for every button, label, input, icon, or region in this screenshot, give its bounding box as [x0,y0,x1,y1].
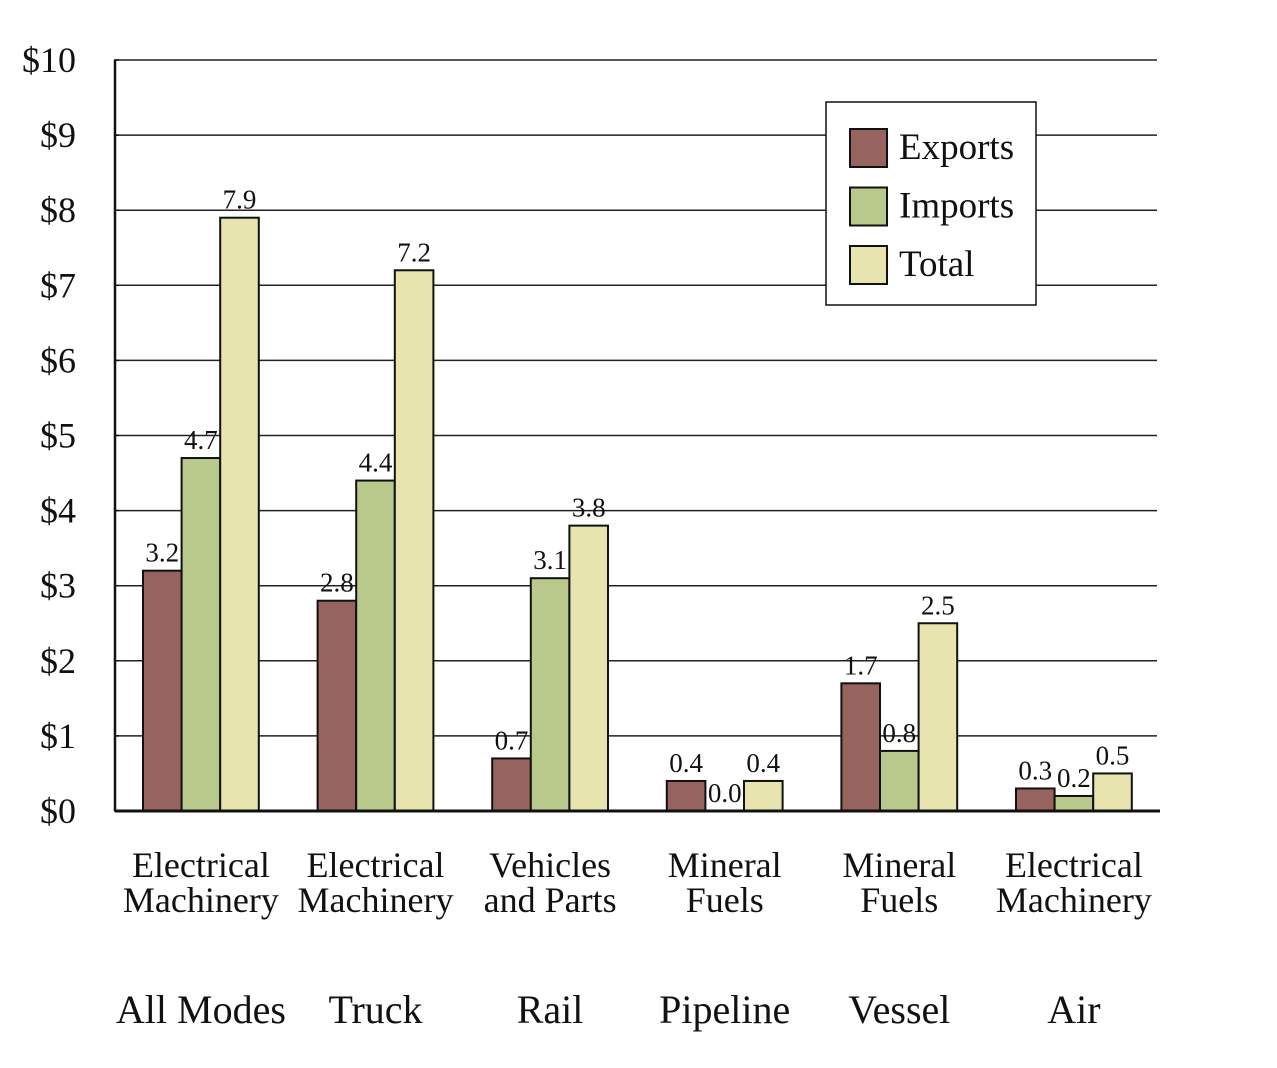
bar-data-labels: 3.2 2.8 0.7 0.4 1.7 0.3 4.7 4.4 3.1 0.0 0.8 0.2 7.9 7… [145,185,1129,808]
x-category-label: Vehicles [489,845,611,885]
bar-total [568,524,610,812]
x-category-label: Fuels [860,880,938,920]
y-tick-label: $7 [40,265,76,305]
x-category-label: Electrical [132,845,270,885]
x-category-label: Electrical [1005,845,1143,885]
legend-label: Total [899,244,975,285]
bar-imports [1053,794,1095,812]
y-tick-label: $0 [40,791,76,831]
bar-data-label: 3.8 [572,493,606,523]
x-category-label: Machinery [123,880,279,920]
bar-data-label: 4.4 [359,448,393,478]
x-category-label: Fuels [686,880,764,920]
x-category-label: Machinery [298,880,454,920]
bar-total [1092,772,1133,813]
x-mode-label: All Modes [116,987,286,1032]
bar-exports [316,599,358,812]
bar-data-label: 0.3 [1018,755,1052,785]
legend-swatch-imports [849,186,888,227]
y-axis-tick-labels: $0 $1 $2 $3 $4 $5 $6 $7 $8 $9 $10 [22,40,119,831]
x-mode-label: Rail [517,987,584,1032]
x-category-label: Machinery [996,880,1152,920]
x-category-label: Mineral [668,845,782,885]
y-tick-label: $5 [40,416,76,456]
x-mode-label: Truck [328,987,422,1032]
y-tick-label: $2 [40,641,76,681]
legend-label: Imports [899,186,1014,227]
bar-data-label: 0.4 [746,748,780,778]
legend-label: Exports [899,127,1014,168]
x-mode-label: Air [1047,987,1100,1032]
bar-imports [180,457,222,812]
bar-data-label: 7.9 [223,185,257,215]
bar-data-label: 4.7 [184,425,218,455]
y-tick-label: $1 [40,716,76,756]
y-tick-label: $8 [40,190,76,230]
y-tick-label: $3 [40,566,76,606]
bar-exports [491,757,532,812]
bars [142,216,1133,813]
bar-total [219,216,260,812]
y-tick-label: $6 [40,340,76,380]
x-category-label: Mineral [842,845,956,885]
bar-exports [840,682,882,813]
y-tick-label: $10 [22,40,76,80]
bar-data-label: 0.0 [708,778,742,808]
bar-exports [1015,787,1056,812]
bar-imports [879,749,920,812]
bar-imports [529,577,571,812]
bar-total [743,779,784,813]
bar-data-label: 0.4 [669,748,703,778]
legend: Exports Imports Total [825,101,1037,306]
bar-imports [355,479,396,812]
bar-data-label: 0.8 [882,718,916,748]
gridlines [115,59,1157,737]
x-mode-label: Pipeline [659,987,790,1032]
bar-exports [142,569,183,812]
y-tick-label: $4 [40,491,76,531]
bar-data-label: 2.5 [921,590,955,620]
bar-data-label: 7.2 [397,237,431,267]
bar-data-label: 0.7 [495,725,529,755]
x-category-label: and Parts [484,880,617,920]
bar-data-label: 0.5 [1096,740,1130,770]
legend-swatch-exports [849,128,888,168]
bar-data-label: 2.8 [320,568,354,598]
bar-data-label: 3.1 [533,545,567,575]
y-tick-label: $9 [40,115,76,155]
bar-data-label: 3.2 [145,538,179,568]
bar-total [393,269,435,812]
bar-data-label: 1.7 [844,650,878,680]
bar-data-label: 0.2 [1057,763,1091,793]
x-mode-label: Vessel [848,987,950,1032]
bar-exports [665,779,707,813]
legend-swatch-total [849,245,888,285]
x-category-label: Electrical [307,845,445,885]
bar-total [917,622,959,812]
